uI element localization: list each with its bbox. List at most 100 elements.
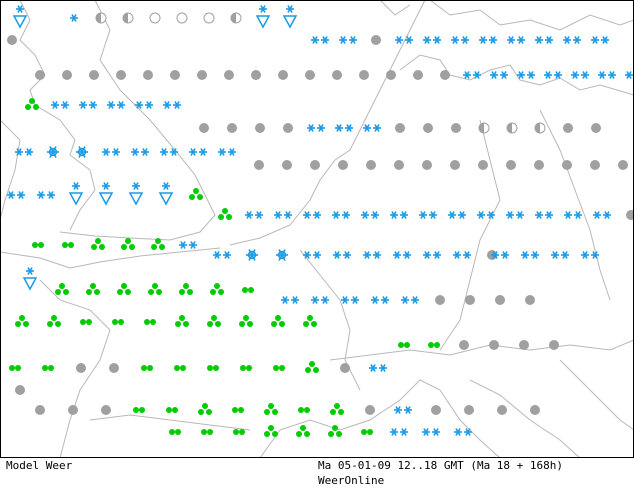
snowflake-icon [422, 250, 442, 260]
snowflake-mark [402, 250, 412, 260]
coast-benelux [229, 0, 426, 246]
weather-map [0, 0, 634, 458]
border-germany-east [439, 119, 501, 351]
rain-drops-icon [9, 365, 21, 371]
snowflake-icon [389, 210, 409, 220]
cloud-dot-icon [340, 363, 350, 373]
snowflake-mark [422, 250, 432, 260]
coast-italy [469, 379, 581, 458]
rain-drops-icon [273, 365, 285, 371]
snowflake-icon [534, 210, 554, 220]
credit-label: WeerOnline [318, 474, 385, 487]
snowflake-mark [392, 250, 402, 260]
snowflake-mark [331, 210, 341, 220]
snowflake-mark [432, 35, 442, 45]
snowflake-icon [302, 210, 322, 220]
half-sun-icon [230, 12, 242, 24]
rain-drops-icon [148, 283, 162, 295]
snowflake-mark [14, 147, 24, 157]
snowflake-mark [602, 210, 612, 220]
coast-england-east [59, 0, 216, 241]
snowflake-icon [490, 250, 510, 260]
snowflake-mark [553, 70, 563, 80]
snowflake-mark [362, 123, 372, 133]
snowflake-mark [283, 210, 293, 220]
snowflake-icon [50, 100, 70, 110]
cloud-dot-icon [395, 123, 405, 133]
snowflake-mark [570, 70, 580, 80]
snowflake-mark [178, 240, 188, 250]
cloud-dot-icon [76, 363, 86, 373]
rain-drops-icon [232, 407, 244, 413]
cloud-dot-icon [109, 363, 119, 373]
weather-map-canvas [0, 0, 634, 458]
snowflake-icon [212, 250, 232, 260]
snowflake-mark [312, 210, 322, 220]
cloud-dot-icon [255, 123, 265, 133]
snowflake-icon [550, 250, 570, 260]
cloud-dot-icon [35, 70, 45, 80]
rain-drops-icon [210, 283, 224, 295]
rain-drops-icon [151, 238, 165, 250]
snowflake-icon [338, 35, 358, 45]
snowflake-mark [310, 295, 320, 305]
snowflake-icon [370, 295, 390, 305]
snowflake-icon [106, 100, 126, 110]
snowflake-icon [36, 190, 56, 200]
snowflake-mark [394, 35, 404, 45]
snowflake-icon [159, 147, 179, 157]
snowflake-mark [348, 35, 358, 45]
snowflake-icon [178, 240, 198, 250]
cloud-dot-icon [227, 123, 237, 133]
rain-drops-icon [174, 365, 186, 371]
snowflake-mark [370, 295, 380, 305]
snowflake-mark [607, 70, 617, 80]
cloud-dot-icon [431, 405, 441, 415]
snowflake-mark [421, 427, 431, 437]
snowflake-mark [550, 250, 560, 260]
cloud-dot-icon [371, 35, 381, 45]
snowflake-mark [506, 35, 516, 45]
snowflake-mark [254, 210, 264, 220]
snowflake-mark [590, 35, 600, 45]
snowflake-mark [24, 147, 34, 157]
snowflake-icon [570, 70, 590, 80]
snowflake-mark [534, 210, 544, 220]
snowflake-mark [50, 100, 60, 110]
rain-drops-icon [121, 238, 135, 250]
cloud-dot-icon [251, 70, 261, 80]
map-footer: Model Weer Ma 05-01-09 12..18 GMT (Ma 18… [0, 458, 634, 490]
snowflake-mark [505, 210, 515, 220]
snow-shower-triangle-icon [98, 181, 114, 206]
map-border [0, 0, 634, 458]
snowflake-mark [162, 100, 172, 110]
large-snowflake-icon [275, 248, 289, 262]
cloud-dot-icon [525, 295, 535, 305]
snowflake-icon [505, 210, 525, 220]
rain-drops-icon [201, 429, 213, 435]
cloud-dot-icon [413, 70, 423, 80]
cloud-dot-icon [365, 405, 375, 415]
cloud-dot-icon [563, 123, 573, 133]
snow-shower-triangle-icon [158, 181, 174, 206]
snowflake-mark [144, 100, 154, 110]
coast-mediterranean [259, 379, 501, 458]
snowflake-mark [422, 35, 432, 45]
snowflake-mark [320, 295, 330, 305]
snowflake-icon [422, 35, 442, 45]
snowflake-mark [69, 13, 79, 23]
snowflake-mark [372, 123, 382, 133]
snowflake-mark [410, 295, 420, 305]
rain-drops-icon [189, 188, 203, 200]
large-snowflake-icon [46, 145, 60, 159]
snowflake-icon [6, 190, 26, 200]
snowflake-mark [334, 123, 344, 133]
snowflake-mark [580, 250, 590, 260]
snowflake-mark [188, 240, 198, 250]
rain-drops-icon [330, 403, 344, 415]
cloud-dot-icon [459, 340, 469, 350]
coast-ireland [0, 119, 21, 221]
snowflake-mark [597, 70, 607, 80]
rain-drops-icon [47, 315, 61, 327]
snowflake-icon [362, 250, 382, 260]
